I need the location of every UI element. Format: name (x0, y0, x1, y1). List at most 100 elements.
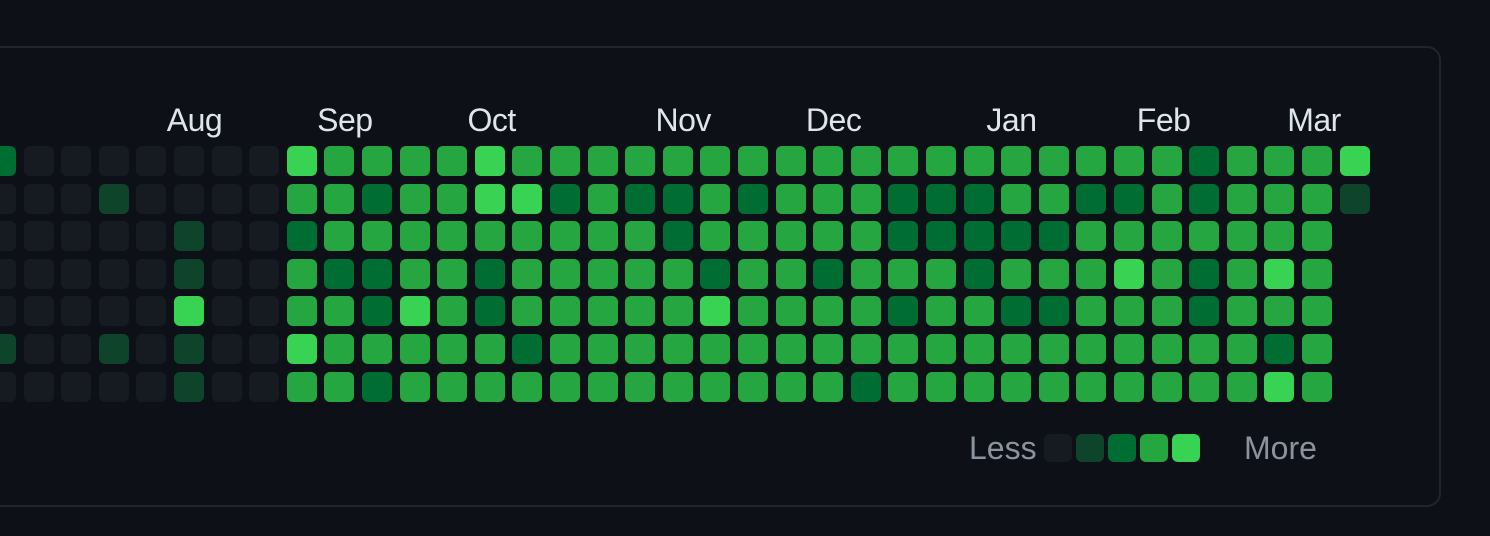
contribution-cell[interactable] (98, 183, 129, 214)
contribution-cell[interactable] (888, 371, 919, 402)
contribution-cell[interactable] (1226, 258, 1257, 289)
contribution-cell[interactable] (211, 296, 242, 327)
contribution-cell[interactable] (324, 221, 355, 252)
contribution-cell[interactable] (249, 146, 280, 176)
contribution-cell[interactable] (136, 183, 167, 214)
contribution-cell[interactable] (926, 183, 956, 214)
contribution-cell[interactable] (813, 221, 844, 252)
contribution-cell[interactable] (850, 183, 881, 214)
contribution-cell[interactable] (850, 221, 881, 252)
contribution-cell[interactable] (61, 296, 92, 327)
contribution-cell[interactable] (0, 146, 16, 176)
contribution-cell[interactable] (399, 146, 430, 176)
contribution-cell[interactable] (249, 221, 280, 252)
contribution-cell[interactable] (963, 334, 994, 364)
contribution-cell[interactable] (324, 146, 355, 176)
contribution-cell[interactable] (1001, 146, 1032, 176)
contribution-cell[interactable] (1038, 258, 1069, 289)
contribution-cell[interactable] (286, 221, 317, 252)
contribution-cell[interactable] (550, 334, 580, 364)
contribution-cell[interactable] (1038, 296, 1069, 327)
contribution-cell[interactable] (23, 334, 54, 364)
contribution-cell[interactable] (738, 371, 768, 402)
contribution-cell[interactable] (1302, 334, 1332, 364)
contribution-cell[interactable] (1302, 371, 1332, 402)
contribution-cell[interactable] (1151, 334, 1182, 364)
contribution-cell[interactable] (1114, 183, 1144, 214)
contribution-cell[interactable] (286, 183, 317, 214)
contribution-cell[interactable] (1302, 146, 1332, 176)
contribution-cell[interactable] (1076, 146, 1107, 176)
contribution-cell[interactable] (1226, 334, 1257, 364)
contribution-cell[interactable] (474, 146, 505, 176)
contribution-cell[interactable] (587, 371, 618, 402)
contribution-cell[interactable] (174, 183, 204, 214)
contribution-cell[interactable] (324, 371, 355, 402)
contribution-cell[interactable] (61, 221, 92, 252)
contribution-cell[interactable] (324, 296, 355, 327)
contribution-cell[interactable] (324, 183, 355, 214)
contribution-cell[interactable] (174, 146, 204, 176)
contribution-cell[interactable] (136, 258, 167, 289)
contribution-cell[interactable] (512, 221, 543, 252)
contribution-cell[interactable] (963, 296, 994, 327)
contribution-cell[interactable] (775, 146, 806, 176)
contribution-cell[interactable] (662, 334, 693, 364)
contribution-cell[interactable] (1339, 146, 1370, 176)
contribution-cell[interactable] (174, 258, 204, 289)
contribution-cell[interactable] (1302, 296, 1332, 327)
contribution-cell[interactable] (888, 146, 919, 176)
contribution-cell[interactable] (437, 371, 468, 402)
contribution-cell[interactable] (98, 334, 129, 364)
contribution-cell[interactable] (474, 296, 505, 327)
contribution-cell[interactable] (399, 183, 430, 214)
contribution-cell[interactable] (1302, 183, 1332, 214)
contribution-cell[interactable] (23, 146, 54, 176)
contribution-cell[interactable] (738, 258, 768, 289)
contribution-cell[interactable] (700, 371, 731, 402)
contribution-cell[interactable] (963, 258, 994, 289)
contribution-cell[interactable] (286, 296, 317, 327)
contribution-cell[interactable] (813, 371, 844, 402)
contribution-cell[interactable] (1226, 371, 1257, 402)
contribution-cell[interactable] (587, 334, 618, 364)
contribution-cell[interactable] (1076, 334, 1107, 364)
contribution-cell[interactable] (850, 296, 881, 327)
contribution-cell[interactable] (23, 221, 54, 252)
contribution-cell[interactable] (1189, 296, 1220, 327)
contribution-cell[interactable] (437, 296, 468, 327)
contribution-cell[interactable] (211, 146, 242, 176)
contribution-cell[interactable] (850, 258, 881, 289)
contribution-cell[interactable] (249, 258, 280, 289)
contribution-cell[interactable] (1076, 371, 1107, 402)
contribution-cell[interactable] (286, 146, 317, 176)
contribution-cell[interactable] (98, 296, 129, 327)
contribution-cell[interactable] (700, 146, 731, 176)
contribution-cell[interactable] (888, 221, 919, 252)
contribution-cell[interactable] (211, 221, 242, 252)
contribution-cell[interactable] (1038, 371, 1069, 402)
contribution-cell[interactable] (23, 258, 54, 289)
contribution-cell[interactable] (136, 221, 167, 252)
contribution-cell[interactable] (249, 296, 280, 327)
contribution-cell[interactable] (1001, 334, 1032, 364)
contribution-cell[interactable] (211, 183, 242, 214)
contribution-cell[interactable] (625, 296, 656, 327)
contribution-cell[interactable] (1151, 221, 1182, 252)
contribution-cell[interactable] (474, 183, 505, 214)
contribution-cell[interactable] (625, 334, 656, 364)
contribution-cell[interactable] (926, 371, 956, 402)
contribution-cell[interactable] (1226, 183, 1257, 214)
contribution-cell[interactable] (362, 146, 392, 176)
contribution-cell[interactable] (249, 183, 280, 214)
contribution-cell[interactable] (1151, 183, 1182, 214)
contribution-cell[interactable] (662, 183, 693, 214)
contribution-cell[interactable] (926, 146, 956, 176)
contribution-cell[interactable] (136, 334, 167, 364)
contribution-cell[interactable] (813, 258, 844, 289)
contribution-cell[interactable] (850, 371, 881, 402)
contribution-cell[interactable] (61, 258, 92, 289)
contribution-cell[interactable] (1264, 334, 1295, 364)
contribution-cell[interactable] (963, 183, 994, 214)
contribution-cell[interactable] (662, 258, 693, 289)
